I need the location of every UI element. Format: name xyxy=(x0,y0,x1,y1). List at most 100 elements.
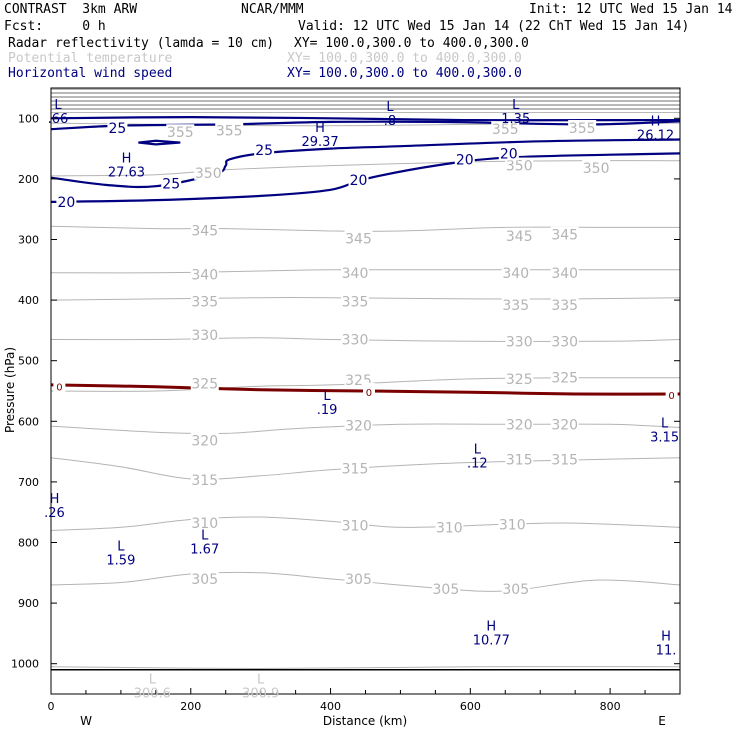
extremum-value: .12 xyxy=(467,456,488,471)
field-label-wind: Horizontal wind speed xyxy=(8,66,173,81)
theta-contour-label: 355 xyxy=(492,122,519,138)
theta-contour-label: 315 xyxy=(342,462,369,478)
extremum-value: .8 xyxy=(384,114,396,129)
contour-label-bg xyxy=(505,157,534,173)
x-tick-label: 400 xyxy=(320,700,341,713)
contour-label-bg xyxy=(53,377,66,393)
contour-label-bg xyxy=(550,264,579,280)
contour-label-bg xyxy=(194,164,223,180)
contour-label-bg xyxy=(501,264,530,280)
theta-contour-label: 330 xyxy=(191,328,218,344)
y-tick-label: 100 xyxy=(18,112,39,125)
wind-contour-label: 25 xyxy=(162,177,180,193)
theta-contour-label: 350 xyxy=(583,161,610,177)
contour-label-bg xyxy=(341,293,370,309)
x-tick-label: 0 xyxy=(48,700,55,713)
x-axis-east-label: E xyxy=(658,714,666,728)
theta-contour-325-6 xyxy=(51,377,680,392)
init-time: Init: 12 UTC Wed 15 Jan 14 xyxy=(529,2,733,17)
extremum-kind-H: H xyxy=(651,115,661,130)
contour-label-bg xyxy=(344,230,373,246)
extremum-kind-L: L xyxy=(323,389,331,404)
extremum-kind-H: H xyxy=(122,152,132,167)
contour-label-bg xyxy=(190,570,219,586)
wind-contour-label: 20 xyxy=(350,173,368,189)
theta-contour-label: 345 xyxy=(551,228,578,244)
wind-contour-label: 20 xyxy=(500,146,518,162)
extremum-value: 27.63 xyxy=(108,166,145,181)
x-axis-west-label: W xyxy=(80,714,92,728)
extremum-kind-L: L xyxy=(257,673,265,688)
theta-contour-310-9 xyxy=(51,516,680,531)
wind-contour-label: 25 xyxy=(255,143,273,159)
theta-contour-label: 350 xyxy=(195,166,222,182)
extremum-kind-L: L xyxy=(149,673,157,688)
theta-contour-label: 340 xyxy=(342,266,369,282)
theta-contour-label: 305 xyxy=(345,572,372,588)
y-tick-label: 800 xyxy=(18,537,39,550)
y-tick-label: 400 xyxy=(18,294,39,307)
x-axis-title: Distance (km) xyxy=(323,714,407,728)
y-tick-label: 900 xyxy=(18,597,39,610)
contour-label-bg xyxy=(550,333,579,349)
theta-contour-label: 335 xyxy=(551,298,578,314)
wind-contour-25-12 xyxy=(51,115,680,122)
contour-label-bg xyxy=(341,517,370,533)
extremum-value: 11. xyxy=(656,644,677,659)
y-tick-label: 1000 xyxy=(11,658,39,671)
extremum-kind-L: L xyxy=(661,416,669,431)
theta-contour-label: 320 xyxy=(191,434,218,450)
contour-label-bg xyxy=(344,570,373,586)
theta-contour-label: 330 xyxy=(342,332,369,348)
contour-label-bg xyxy=(107,119,128,135)
contour-label-bg xyxy=(568,119,597,135)
header: CONTRAST 3km ARW NCAR/MMM Init: 12 UTC W… xyxy=(0,0,740,86)
contour-label-bg xyxy=(505,227,534,243)
y-axis-title: Pressure (hPa) xyxy=(3,347,17,433)
contour-label-bg xyxy=(550,416,579,432)
contour-label-bg xyxy=(341,264,370,280)
theta-contour-label: 330 xyxy=(551,334,578,350)
contour-label-bg xyxy=(550,296,579,312)
theta-contour-label: 310 xyxy=(499,517,526,533)
wind-contour-label: 20 xyxy=(456,153,474,169)
theta-contour-label: 305 xyxy=(191,572,218,588)
contour-labels: 355 355 355 355 350 350 350 345 345 345 345 340 340 3… xyxy=(53,119,678,598)
theta-contour-label: 355 xyxy=(569,121,596,137)
theta-contour-315-8 xyxy=(51,457,680,480)
field-label-theta: Potential temperature xyxy=(8,51,173,66)
theta-contour-label: 345 xyxy=(506,229,533,245)
extremum-value: 300.6 xyxy=(134,687,171,702)
contour-label-bg xyxy=(190,222,219,238)
wind-contour-label: 20 xyxy=(57,195,75,211)
y-tick-label: 200 xyxy=(18,173,39,186)
extremum-value: .26 xyxy=(44,506,65,521)
contour-label-bg xyxy=(254,141,275,157)
theta-contour-label: 345 xyxy=(191,223,218,239)
extremum-kind-L: L xyxy=(386,100,394,115)
wind-contour-25-16 xyxy=(138,139,181,146)
contour-label-bg xyxy=(550,451,579,467)
theta-contour-label: 335 xyxy=(191,294,218,310)
theta-contour-label: 320 xyxy=(551,417,578,433)
contour-label-bg xyxy=(190,375,219,391)
theta-contour-label: 305 xyxy=(502,582,529,598)
contour-label-bg xyxy=(498,516,527,532)
extremum-value: 10.77 xyxy=(473,633,510,648)
zero-contour-label: 0 xyxy=(56,383,62,394)
contour-label-bg xyxy=(190,515,219,531)
extremum-kind-L: L xyxy=(474,442,482,457)
contour-label-bg xyxy=(344,417,373,433)
contour-label-bg xyxy=(501,581,530,597)
theta-contour-label: 340 xyxy=(502,266,529,282)
contour-label-bg xyxy=(454,151,475,167)
extremum-kind-H: H xyxy=(50,492,60,507)
contour-label-bg xyxy=(435,519,464,535)
theta-contour-label: 325 xyxy=(191,377,218,393)
model-title: CONTRAST 3km ARW xyxy=(4,2,138,17)
theta-contour-label: 345 xyxy=(345,231,372,247)
theta-contour-label: 340 xyxy=(191,268,218,284)
contour-label-bg xyxy=(362,383,375,398)
